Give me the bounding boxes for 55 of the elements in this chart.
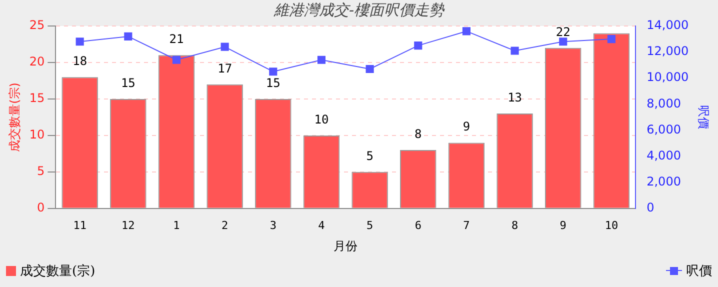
legend-label: 呎價 bbox=[685, 263, 712, 280]
y2-tick-label: 10,000 bbox=[646, 70, 689, 84]
y-tick-label: 0 bbox=[37, 200, 45, 215]
y-tick-label: 25 bbox=[29, 18, 45, 32]
data-label: 8 bbox=[414, 127, 422, 142]
data-label: 9 bbox=[462, 120, 470, 134]
y2-tick-label: 14,000 bbox=[646, 18, 689, 32]
data-label: 5 bbox=[366, 148, 374, 163]
x-tick-label: 11 bbox=[73, 218, 86, 232]
x-tick-label: 1 bbox=[173, 218, 180, 232]
data-label: 13 bbox=[508, 90, 522, 105]
y-axis-title: 成交數量(宗) bbox=[7, 82, 22, 152]
legend-label: 成交數量(宗) bbox=[19, 263, 96, 280]
x-tick-label: 6 bbox=[414, 218, 422, 232]
point bbox=[220, 42, 229, 51]
y2-tick-label: 8,000 bbox=[646, 96, 681, 110]
x-tick-label: 9 bbox=[560, 218, 566, 232]
y2-tick-label: 12,000 bbox=[646, 44, 689, 58]
point bbox=[607, 34, 616, 44]
chart-title: 維港灣成交-樓面呎價走勢 bbox=[272, 0, 446, 19]
point bbox=[510, 46, 519, 55]
data-label: 21 bbox=[169, 32, 184, 46]
data-label: 15 bbox=[266, 76, 280, 90]
x-tick-label: 7 bbox=[463, 218, 470, 232]
data-label: 17 bbox=[218, 61, 232, 76]
point bbox=[559, 38, 568, 46]
y2-tick-label: 0 bbox=[646, 200, 654, 215]
y2-tick-label: 4,000 bbox=[646, 148, 681, 162]
x-axis-title: 月份 bbox=[334, 238, 358, 253]
x-tick-label: 5 bbox=[366, 218, 374, 232]
point bbox=[172, 56, 181, 64]
data-label: 15 bbox=[120, 76, 136, 90]
point bbox=[124, 32, 132, 40]
y2-tick-label: 2,000 bbox=[646, 174, 681, 188]
x-tick-label: 12 bbox=[122, 218, 135, 232]
x-tick-label: 8 bbox=[511, 218, 518, 232]
y-tick-label: 10 bbox=[29, 128, 45, 142]
data-label: 22 bbox=[556, 24, 570, 39]
x-tick-label: 2 bbox=[222, 218, 228, 232]
point bbox=[414, 42, 422, 50]
y2-axis-title: 呎價 bbox=[696, 105, 711, 130]
point bbox=[366, 64, 374, 74]
data-label: 10 bbox=[314, 112, 329, 126]
x-tick-label: 3 bbox=[270, 218, 276, 232]
data-label: 18 bbox=[72, 54, 88, 68]
y-tick-label: 20 bbox=[29, 54, 45, 69]
x-tick-label: 4 bbox=[318, 218, 326, 232]
point bbox=[76, 38, 84, 46]
y2-tick-label: 6,000 bbox=[646, 122, 681, 136]
point bbox=[317, 56, 326, 64]
point bbox=[269, 68, 278, 76]
point bbox=[462, 27, 470, 36]
y-tick-label: 5 bbox=[37, 164, 45, 178]
x-tick-label: 10 bbox=[604, 218, 618, 232]
y-tick-label: 15 bbox=[29, 91, 45, 106]
